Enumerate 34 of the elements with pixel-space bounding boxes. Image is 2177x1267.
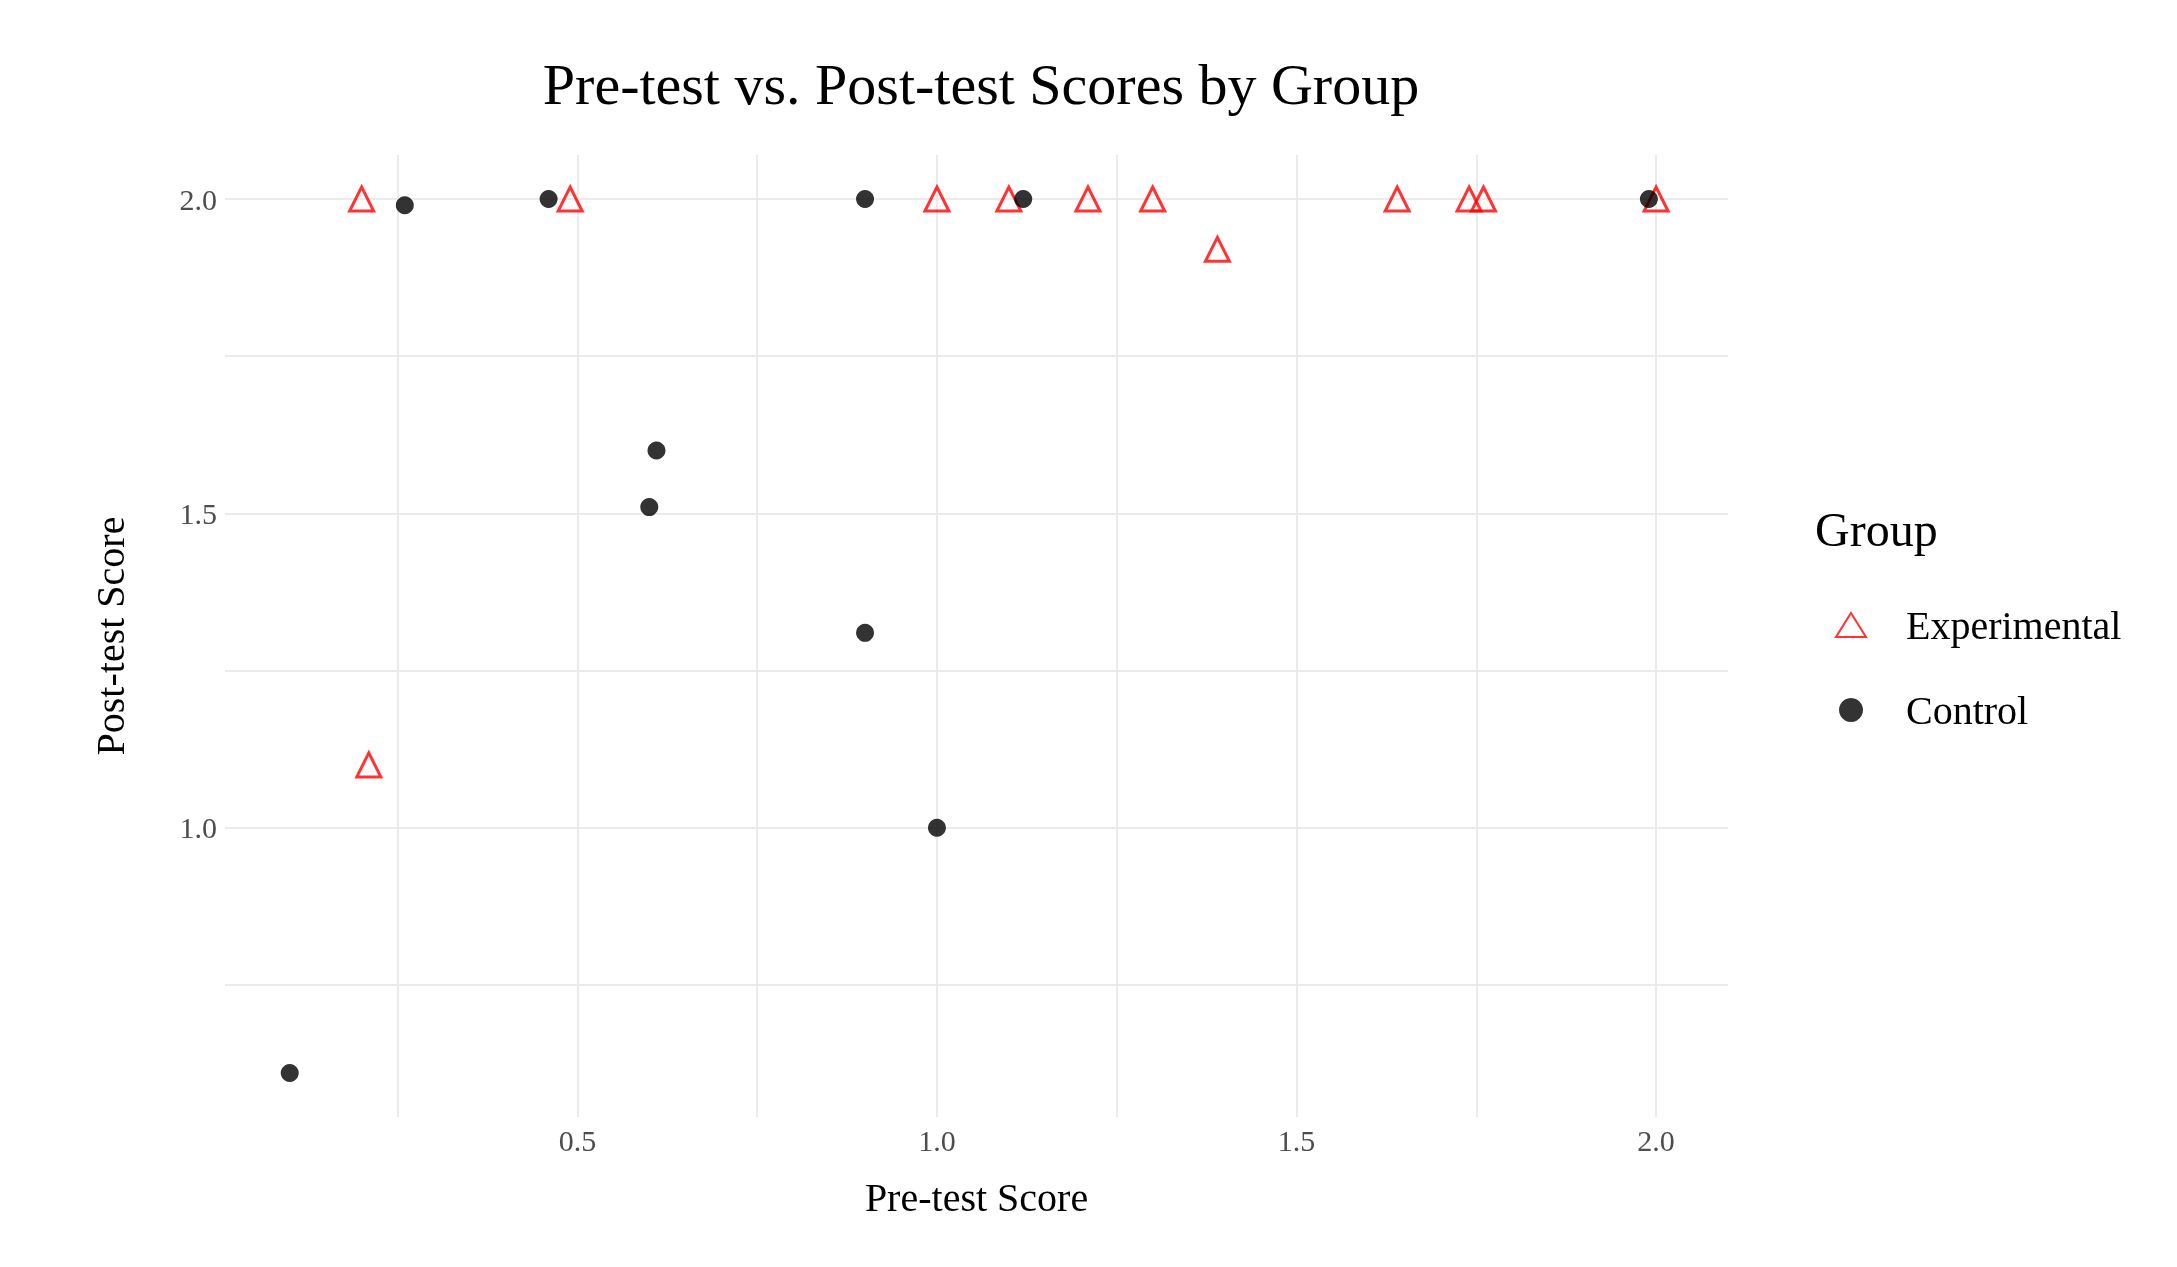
point xyxy=(1641,183,1671,213)
point xyxy=(555,183,585,213)
x-tick-label: 1.0 xyxy=(918,1123,956,1157)
y-axis-title: Post-test Score xyxy=(87,516,133,756)
point xyxy=(994,183,1024,213)
point xyxy=(922,183,952,213)
x-tick-label: 1.5 xyxy=(1277,1123,1316,1157)
point xyxy=(647,441,666,460)
chart-title: Pre-test vs. Post-test Scores by Group xyxy=(542,51,1420,117)
legend-title: Group xyxy=(1815,502,1938,556)
point xyxy=(355,751,383,779)
x-axis-title: Pre-test Score xyxy=(864,1174,1089,1220)
x-tick-label: 2.0 xyxy=(1637,1123,1675,1157)
legend-label: Control xyxy=(1906,687,2029,733)
point xyxy=(1454,183,1484,213)
point xyxy=(856,190,875,209)
point xyxy=(1382,183,1412,213)
point xyxy=(856,623,875,642)
point xyxy=(640,498,659,517)
point xyxy=(927,818,946,837)
legend-label: Experimental xyxy=(1906,602,2122,648)
y-tick-label: 1.0 xyxy=(179,811,217,845)
point xyxy=(395,196,414,215)
y-tick-label: 1.5 xyxy=(179,496,217,530)
x-tick-label: 0.5 xyxy=(558,1123,597,1157)
point xyxy=(280,1063,299,1082)
point xyxy=(1138,183,1167,213)
point xyxy=(1203,235,1231,263)
point xyxy=(1073,183,1103,213)
point xyxy=(1014,190,1033,209)
point xyxy=(347,183,376,213)
y-tick-label: 2.0 xyxy=(179,182,217,216)
point xyxy=(539,190,558,209)
point xyxy=(1469,183,1498,213)
